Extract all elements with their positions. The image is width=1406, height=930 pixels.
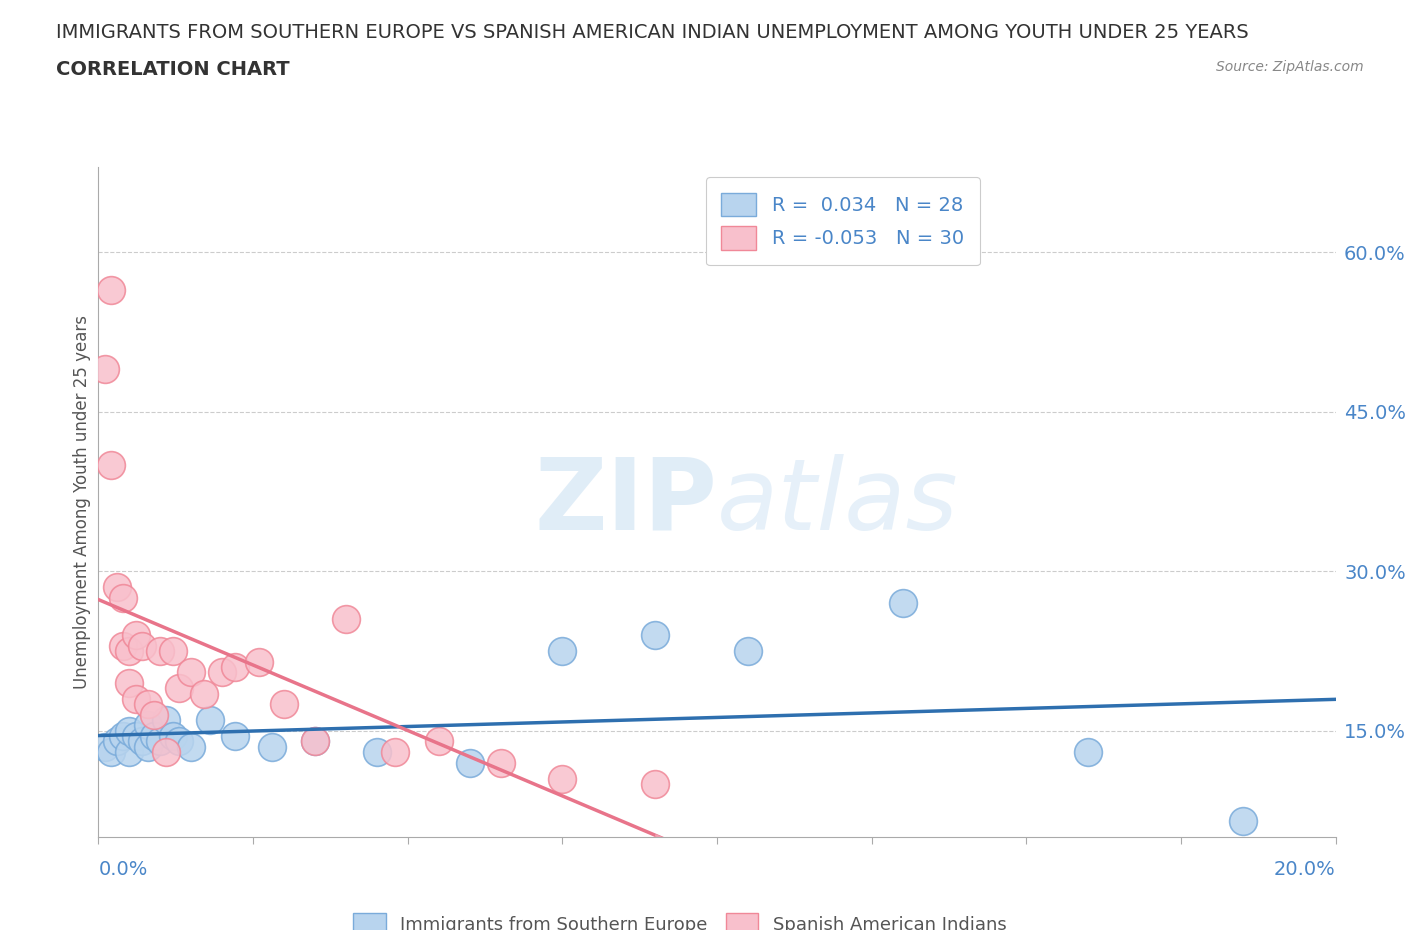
Point — [100, 458, 122, 472]
Text: atlas: atlas — [717, 454, 959, 551]
Point — [93, 739, 115, 754]
Point — [551, 644, 574, 658]
Point — [143, 728, 166, 743]
Point — [112, 638, 135, 653]
Point — [136, 697, 159, 711]
Point — [149, 734, 172, 749]
Point — [1232, 814, 1254, 829]
Point — [155, 712, 177, 727]
Y-axis label: Unemployment Among Youth under 25 years: Unemployment Among Youth under 25 years — [73, 315, 91, 689]
Point — [384, 745, 406, 760]
Point — [105, 579, 128, 594]
Point — [100, 282, 122, 297]
Point — [167, 734, 190, 749]
Text: IMMIGRANTS FROM SOUTHERN EUROPE VS SPANISH AMERICAN INDIAN UNEMPLOYMENT AMONG YO: IMMIGRANTS FROM SOUTHERN EUROPE VS SPANI… — [56, 23, 1249, 42]
Point — [644, 628, 666, 643]
Text: 0.0%: 0.0% — [98, 860, 148, 879]
Text: Source: ZipAtlas.com: Source: ZipAtlas.com — [1216, 60, 1364, 74]
Point — [247, 654, 270, 669]
Legend: Immigrants from Southern Europe, Spanish American Indians: Immigrants from Southern Europe, Spanish… — [346, 905, 1014, 930]
Point — [118, 724, 141, 738]
Point — [112, 728, 135, 743]
Point — [427, 734, 450, 749]
Point — [124, 628, 146, 643]
Point — [304, 734, 326, 749]
Point — [224, 728, 246, 743]
Point — [136, 718, 159, 733]
Point — [1077, 745, 1099, 760]
Point — [198, 712, 221, 727]
Point — [155, 745, 177, 760]
Point — [136, 739, 159, 754]
Point — [149, 644, 172, 658]
Text: CORRELATION CHART: CORRELATION CHART — [56, 60, 290, 79]
Point — [644, 777, 666, 791]
Point — [180, 665, 202, 680]
Text: 20.0%: 20.0% — [1274, 860, 1336, 879]
Point — [224, 659, 246, 674]
Point — [162, 728, 184, 743]
Point — [143, 708, 166, 723]
Point — [489, 755, 512, 770]
Point — [304, 734, 326, 749]
Point — [891, 596, 914, 611]
Point — [124, 728, 146, 743]
Point — [211, 665, 233, 680]
Point — [551, 771, 574, 786]
Point — [162, 644, 184, 658]
Text: ZIP: ZIP — [534, 454, 717, 551]
Point — [131, 734, 153, 749]
Point — [93, 362, 115, 377]
Point — [118, 675, 141, 690]
Point — [193, 686, 215, 701]
Point — [180, 739, 202, 754]
Point — [458, 755, 481, 770]
Point — [124, 691, 146, 706]
Point — [118, 644, 141, 658]
Point — [335, 612, 357, 627]
Point — [112, 591, 135, 605]
Point — [100, 745, 122, 760]
Point — [118, 745, 141, 760]
Point — [737, 644, 759, 658]
Point — [131, 638, 153, 653]
Point — [273, 697, 295, 711]
Point — [167, 681, 190, 696]
Point — [260, 739, 283, 754]
Point — [366, 745, 388, 760]
Point — [105, 734, 128, 749]
